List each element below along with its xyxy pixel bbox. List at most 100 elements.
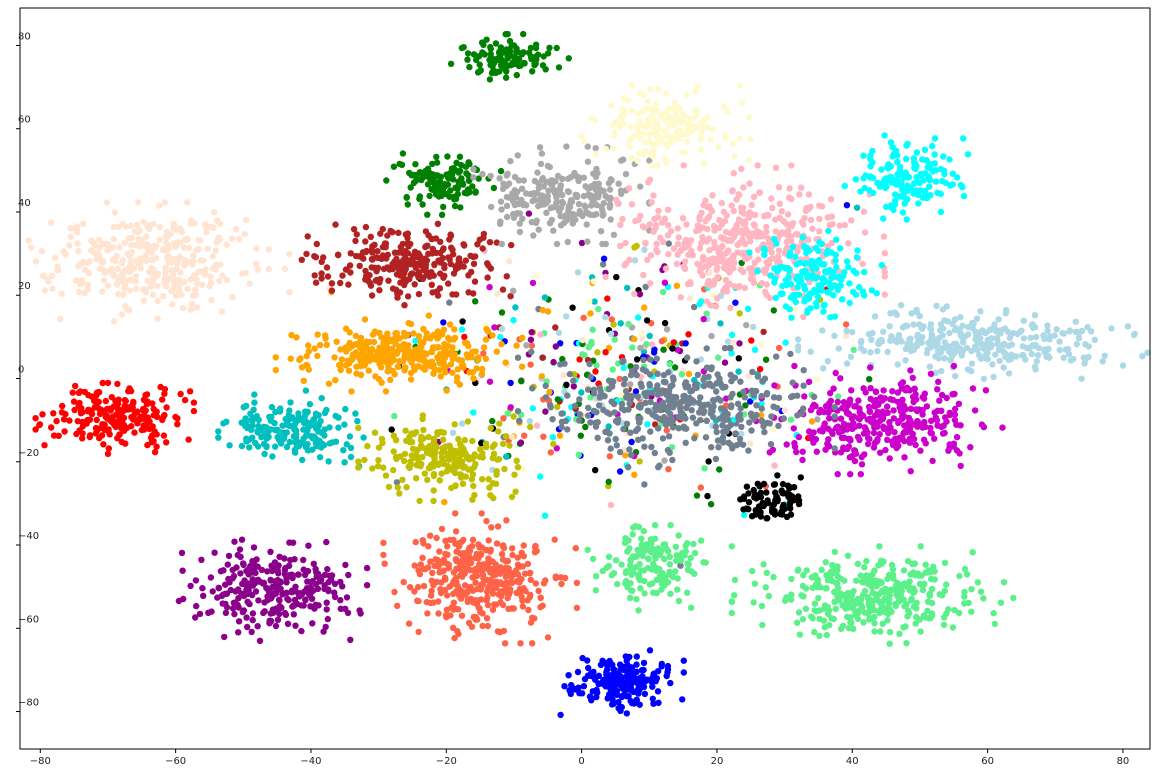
scatter-point <box>287 556 294 564</box>
scatter-point <box>312 565 319 573</box>
scatter-point <box>879 408 887 415</box>
scatter-point <box>606 186 614 193</box>
scatter-point <box>410 363 418 371</box>
scatter-point <box>461 333 468 341</box>
scatter-point <box>506 258 513 265</box>
scatter-point <box>608 316 615 323</box>
scatter-point <box>572 216 579 223</box>
scatter-point <box>829 221 836 228</box>
scatter-point <box>935 378 942 385</box>
points-layer <box>25 30 1151 719</box>
scatter-point <box>479 170 486 178</box>
scatter-point <box>444 173 451 180</box>
scatter-point <box>687 280 694 287</box>
scatter-point <box>530 232 537 239</box>
scatter-point <box>488 203 495 211</box>
scatter-point <box>544 50 552 57</box>
scatter-point <box>825 227 832 235</box>
scatter-point <box>529 405 536 412</box>
scatter-point <box>159 396 166 403</box>
scatter-point <box>537 160 545 168</box>
scatter-point <box>726 344 733 352</box>
scatter-point <box>248 591 256 599</box>
scatter-point <box>1056 338 1063 345</box>
scatter-point <box>430 487 437 494</box>
scatter-point <box>396 358 403 365</box>
scatter-point <box>867 349 874 356</box>
scatter-point <box>514 354 522 361</box>
scatter-point <box>433 159 441 166</box>
scatter-point <box>108 394 116 401</box>
scatter-point <box>1091 336 1099 343</box>
scatter-point <box>399 344 406 352</box>
scatter-point <box>169 301 176 308</box>
scatter-point <box>714 295 721 302</box>
scatter-point <box>332 438 340 445</box>
scatter-point <box>894 361 901 368</box>
scatter-point <box>732 430 739 437</box>
scatter-point <box>412 354 420 362</box>
scatter-point <box>952 325 960 332</box>
scatter-point <box>235 604 242 611</box>
scatter-point <box>642 239 649 247</box>
scatter-point <box>590 278 598 285</box>
scatter-point <box>870 418 878 425</box>
scatter-point <box>533 272 541 280</box>
scatter-point <box>702 434 710 441</box>
scatter-point <box>422 243 430 250</box>
scatter-point <box>836 245 844 252</box>
scatter-point <box>564 188 572 195</box>
scatter-point <box>640 271 647 279</box>
scatter-point <box>868 336 875 343</box>
scatter-point <box>697 416 704 424</box>
scatter-point <box>488 69 496 77</box>
scatter-point <box>550 440 557 448</box>
scatter-point <box>639 335 646 342</box>
scatter-point <box>479 245 486 252</box>
scatter-point <box>724 108 731 115</box>
scatter-point <box>629 344 636 351</box>
scatter-point <box>760 245 768 252</box>
scatter-point <box>140 405 147 413</box>
scatter-point <box>771 462 778 469</box>
scatter-point <box>729 187 736 194</box>
scatter-point <box>311 345 318 352</box>
scatter-point <box>434 220 442 227</box>
scatter-point <box>846 398 853 406</box>
scatter-point <box>255 416 262 424</box>
scatter-point <box>636 291 644 298</box>
scatter-point <box>438 470 445 477</box>
scatter-point <box>867 152 874 159</box>
scatter-point <box>236 546 244 553</box>
scatter-point <box>184 285 191 293</box>
scatter-point <box>369 243 376 250</box>
scatter-point <box>453 378 461 385</box>
scatter-point <box>673 282 681 289</box>
scatter-point <box>685 331 692 338</box>
scatter-point <box>585 404 592 411</box>
scatter-point <box>537 473 544 480</box>
scatter-point <box>464 418 472 425</box>
scatter-point <box>720 264 728 272</box>
scatter-point <box>608 102 615 109</box>
scatter-point <box>172 280 179 287</box>
scatter-point <box>465 177 473 184</box>
scatter-point <box>683 138 691 145</box>
scatter-point <box>592 466 599 474</box>
scatter-point <box>111 209 118 216</box>
scatter-point <box>800 405 807 412</box>
scatter-point <box>60 416 68 423</box>
scatter-point <box>887 139 895 146</box>
scatter-point <box>609 121 617 128</box>
scatter-point <box>903 172 911 179</box>
scatter-point <box>941 429 948 437</box>
scatter-point <box>727 394 734 401</box>
scatter-point <box>596 384 603 392</box>
scatter-point <box>503 273 510 280</box>
scatter-point <box>690 303 698 311</box>
scatter-point <box>566 203 574 211</box>
scatter-point <box>696 213 703 221</box>
scatter-point <box>200 592 207 599</box>
scatter-point <box>786 306 793 313</box>
scatter-point <box>491 59 498 66</box>
